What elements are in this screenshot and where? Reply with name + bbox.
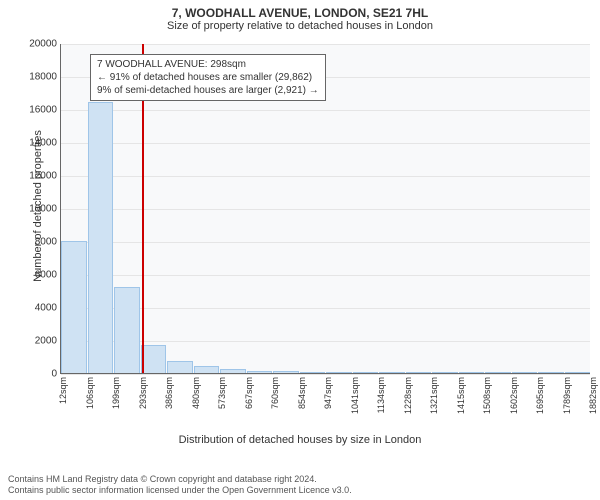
xtick-label: 854sqm: [297, 377, 307, 409]
histogram-bar: [353, 372, 379, 373]
info-line-2: ← 91% of detached houses are smaller (29…: [97, 71, 319, 84]
histogram-bar: [432, 372, 458, 373]
xtick-label: 12sqm: [58, 377, 68, 404]
xtick-label: 480sqm: [191, 377, 201, 409]
histogram-bar: [565, 372, 591, 373]
ytick-label: 8000: [35, 237, 57, 248]
histogram-bar: [406, 372, 432, 373]
histogram-bar: [326, 372, 352, 373]
info-line-3: 9% of semi-detached houses are larger (2…: [97, 84, 319, 97]
histogram-bar: [114, 287, 140, 373]
chart-subtitle: Size of property relative to detached ho…: [0, 20, 600, 36]
xtick-label: 1228sqm: [403, 377, 413, 414]
xtick-label: 947sqm: [323, 377, 333, 409]
xtick-label: 573sqm: [217, 377, 227, 409]
ytick-label: 0: [51, 369, 57, 380]
ytick-label: 6000: [35, 270, 57, 281]
xtick-label: 199sqm: [111, 377, 121, 409]
gridline: [61, 176, 590, 177]
histogram-bar: [379, 372, 405, 373]
ytick-label: 4000: [35, 303, 57, 314]
x-axis-label: Distribution of detached houses by size …: [0, 434, 600, 446]
xtick-label: 293sqm: [138, 377, 148, 409]
xtick-label: 386sqm: [164, 377, 174, 409]
info-box: 7 WOODHALL AVENUE: 298sqm ← 91% of detac…: [90, 54, 326, 101]
xtick-label: 760sqm: [270, 377, 280, 409]
gridline: [61, 341, 590, 342]
ytick-label: 2000: [35, 336, 57, 347]
xtick-label: 1602sqm: [509, 377, 519, 414]
gridline: [61, 308, 590, 309]
xtick-label: 1695sqm: [535, 377, 545, 414]
ytick-label: 14000: [29, 138, 57, 149]
ytick-label: 10000: [29, 204, 57, 215]
histogram-bar: [194, 366, 220, 373]
xtick-label: 1415sqm: [456, 377, 466, 414]
histogram-bar: [247, 371, 273, 373]
gridline: [61, 374, 590, 375]
attribution: Contains HM Land Registry data © Crown c…: [8, 474, 592, 496]
histogram-bar: [538, 372, 564, 373]
histogram-bar: [141, 345, 167, 373]
xtick-label: 1134sqm: [376, 377, 386, 413]
xtick-label: 1789sqm: [562, 377, 572, 414]
ytick-label: 16000: [29, 105, 57, 116]
histogram-bar: [485, 372, 511, 373]
xtick-label: 667sqm: [244, 377, 254, 409]
xtick-label: 1041sqm: [350, 377, 360, 414]
xtick-label: 106sqm: [85, 377, 95, 409]
ytick-label: 12000: [29, 171, 57, 182]
gridline: [61, 44, 590, 45]
gridline: [61, 143, 590, 144]
histogram-bar: [273, 371, 299, 373]
gridline: [61, 242, 590, 243]
chart-title: 7, WOODHALL AVENUE, LONDON, SE21 7HL: [0, 0, 600, 20]
info-line-1: 7 WOODHALL AVENUE: 298sqm: [97, 58, 319, 71]
attribution-line-2: Contains public sector information licen…: [8, 485, 592, 496]
xtick-label: 1321sqm: [429, 377, 439, 414]
xtick-label: 1882sqm: [588, 377, 598, 414]
histogram-bar: [459, 372, 485, 373]
ytick-label: 18000: [29, 72, 57, 83]
histogram-bar: [167, 361, 193, 373]
ytick-label: 20000: [29, 39, 57, 50]
histogram-bar: [300, 372, 326, 373]
xtick-label: 1508sqm: [482, 377, 492, 414]
gridline: [61, 110, 590, 111]
histogram-bar: [220, 369, 246, 373]
attribution-line-1: Contains HM Land Registry data © Crown c…: [8, 474, 592, 485]
gridline: [61, 209, 590, 210]
histogram-bar: [88, 102, 114, 373]
chart-container: 7, WOODHALL AVENUE, LONDON, SE21 7HL Siz…: [0, 0, 600, 500]
gridline: [61, 275, 590, 276]
histogram-bar: [61, 241, 87, 373]
histogram-bar: [512, 372, 538, 373]
